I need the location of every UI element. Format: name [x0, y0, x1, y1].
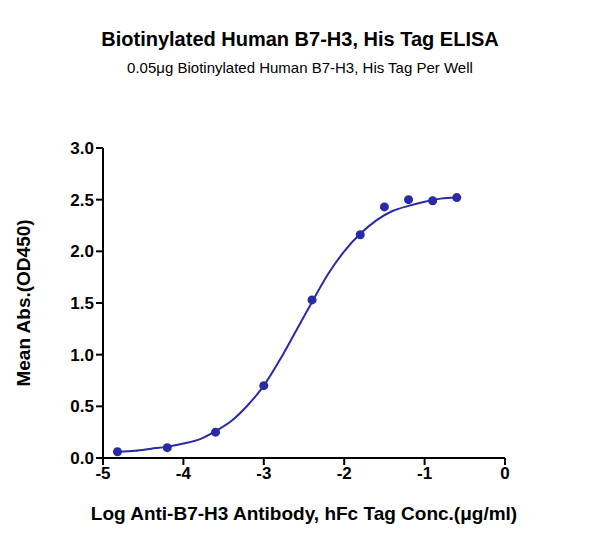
svg-text:-3: -3: [256, 464, 271, 483]
svg-text:Log Anti-B7-H3 Antibody, hFc T: Log Anti-B7-H3 Antibody, hFc Tag Conc.(μ…: [91, 503, 517, 524]
svg-text:-2: -2: [337, 464, 352, 483]
svg-text:-4: -4: [176, 464, 192, 483]
html-text:0.05μg Biotinylated Human B7-H: 0.05μg Biotinylated Human B7-H3, His Tag…: [127, 59, 473, 76]
svg-text:0: 0: [500, 464, 509, 483]
svg-text:2.5: 2.5: [70, 191, 94, 210]
svg-text:0.5: 0.5: [70, 397, 94, 416]
svg-text:1.0: 1.0: [70, 346, 94, 365]
svg-text:-1: -1: [417, 464, 432, 483]
svg-text:3.0: 3.0: [70, 139, 94, 158]
svg-text:-5: -5: [95, 464, 110, 483]
svg-text:1.5: 1.5: [70, 294, 94, 313]
svg-text:Mean Abs.(OD450): Mean Abs.(OD450): [13, 219, 34, 386]
html-text:Biotinylated Human B7-H3, His: Biotinylated Human B7-H3, His Tag ELISA: [101, 28, 499, 50]
svg-text:2.0: 2.0: [70, 242, 94, 261]
svg-text:0.0: 0.0: [70, 449, 94, 468]
